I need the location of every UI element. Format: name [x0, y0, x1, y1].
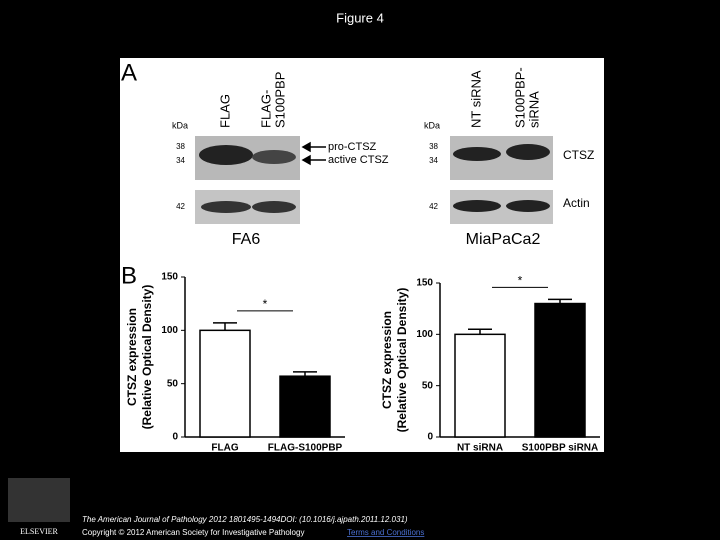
y-tick-label: 0: [427, 432, 433, 443]
lane-label: FLAG-: [258, 90, 273, 128]
marker-label: 38: [176, 142, 185, 151]
y-tick-label: 150: [416, 278, 433, 289]
marker-label: 42: [429, 202, 438, 211]
lane-label: S100PBP: [272, 72, 287, 128]
significance-label: *: [518, 274, 523, 288]
lane-label: S100PBP-: [512, 67, 527, 128]
significance-label: *: [263, 297, 268, 311]
y-tick-label: 100: [161, 325, 178, 336]
bar: [534, 302, 586, 438]
x-tick-label: FLAG: [211, 443, 238, 454]
y-tick-label: 50: [422, 380, 434, 391]
marker-label: 34: [176, 156, 185, 165]
blot: [195, 136, 553, 224]
panel-label: A: [121, 59, 137, 86]
logo-image: [8, 478, 70, 522]
y-tick-label: 100: [416, 329, 433, 340]
lane-label: siRNA: [526, 91, 541, 128]
y-axis-label: (Relative Optical Density): [140, 285, 154, 430]
cell-line: FA6: [232, 231, 261, 248]
row-label: CTSZ: [563, 148, 594, 162]
cell-line: MiaPaCa2: [466, 231, 541, 248]
lane-label: FLAG: [217, 94, 232, 128]
y-tick-label: 150: [161, 272, 178, 283]
marker-label: 42: [176, 202, 185, 211]
y-axis-label: CTSZ expression: [380, 311, 394, 409]
y-axis-label: (Relative Optical Density): [395, 288, 409, 433]
kda-label: kDa: [172, 120, 188, 130]
bar: [454, 333, 506, 438]
bar: [199, 329, 251, 438]
x-tick-label: S100PBP siRNA: [522, 443, 599, 454]
x-tick-label: NT siRNA: [457, 443, 503, 454]
arrow-label: pro-CTSZ: [328, 141, 377, 153]
marker-label: 38: [429, 142, 438, 151]
arrow-label: active CTSZ: [328, 154, 389, 166]
lane-label: NT siRNA: [468, 70, 483, 128]
kda-label: kDa: [424, 120, 440, 130]
logo-text: ELSEVIER: [20, 527, 58, 536]
y-tick-label: 50: [167, 378, 179, 389]
arrows: [301, 141, 326, 166]
y-tick-label: 0: [172, 432, 178, 443]
slide-title: Figure 4: [336, 10, 384, 25]
row-label: Actin: [563, 196, 590, 210]
terms-link[interactable]: Terms and Conditions: [347, 528, 424, 537]
citation: The American Journal of Pathology 2012 1…: [82, 515, 408, 524]
bar: [279, 375, 331, 438]
copyright: Copyright © 2012 American Society for In…: [82, 528, 304, 537]
y-axis-label: CTSZ expression: [125, 308, 139, 406]
panel-label: B: [121, 262, 137, 289]
x-tick-label: FLAG-S100PBP: [268, 443, 343, 454]
marker-label: 34: [429, 156, 438, 165]
